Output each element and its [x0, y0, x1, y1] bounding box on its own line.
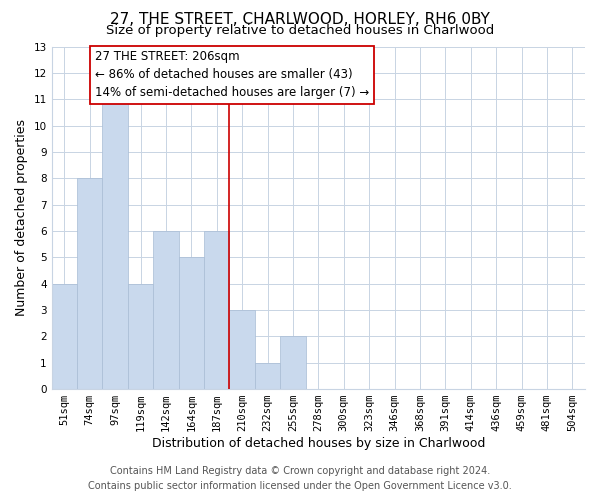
Text: 27, THE STREET, CHARLWOOD, HORLEY, RH6 0BY: 27, THE STREET, CHARLWOOD, HORLEY, RH6 0…: [110, 12, 490, 28]
Text: Size of property relative to detached houses in Charlwood: Size of property relative to detached ho…: [106, 24, 494, 37]
Bar: [52, 284, 77, 389]
Y-axis label: Number of detached properties: Number of detached properties: [15, 120, 28, 316]
Bar: [179, 258, 204, 389]
Bar: [229, 310, 255, 389]
Bar: [204, 231, 229, 389]
Bar: [153, 231, 179, 389]
Bar: [280, 336, 305, 389]
Bar: [255, 362, 280, 389]
Text: 27 THE STREET: 206sqm
← 86% of detached houses are smaller (43)
14% of semi-deta: 27 THE STREET: 206sqm ← 86% of detached …: [95, 50, 369, 100]
Bar: [128, 284, 153, 389]
X-axis label: Distribution of detached houses by size in Charlwood: Distribution of detached houses by size …: [152, 437, 485, 450]
Text: Contains HM Land Registry data © Crown copyright and database right 2024.
Contai: Contains HM Land Registry data © Crown c…: [88, 466, 512, 491]
Bar: [77, 178, 103, 389]
Bar: [103, 99, 128, 389]
